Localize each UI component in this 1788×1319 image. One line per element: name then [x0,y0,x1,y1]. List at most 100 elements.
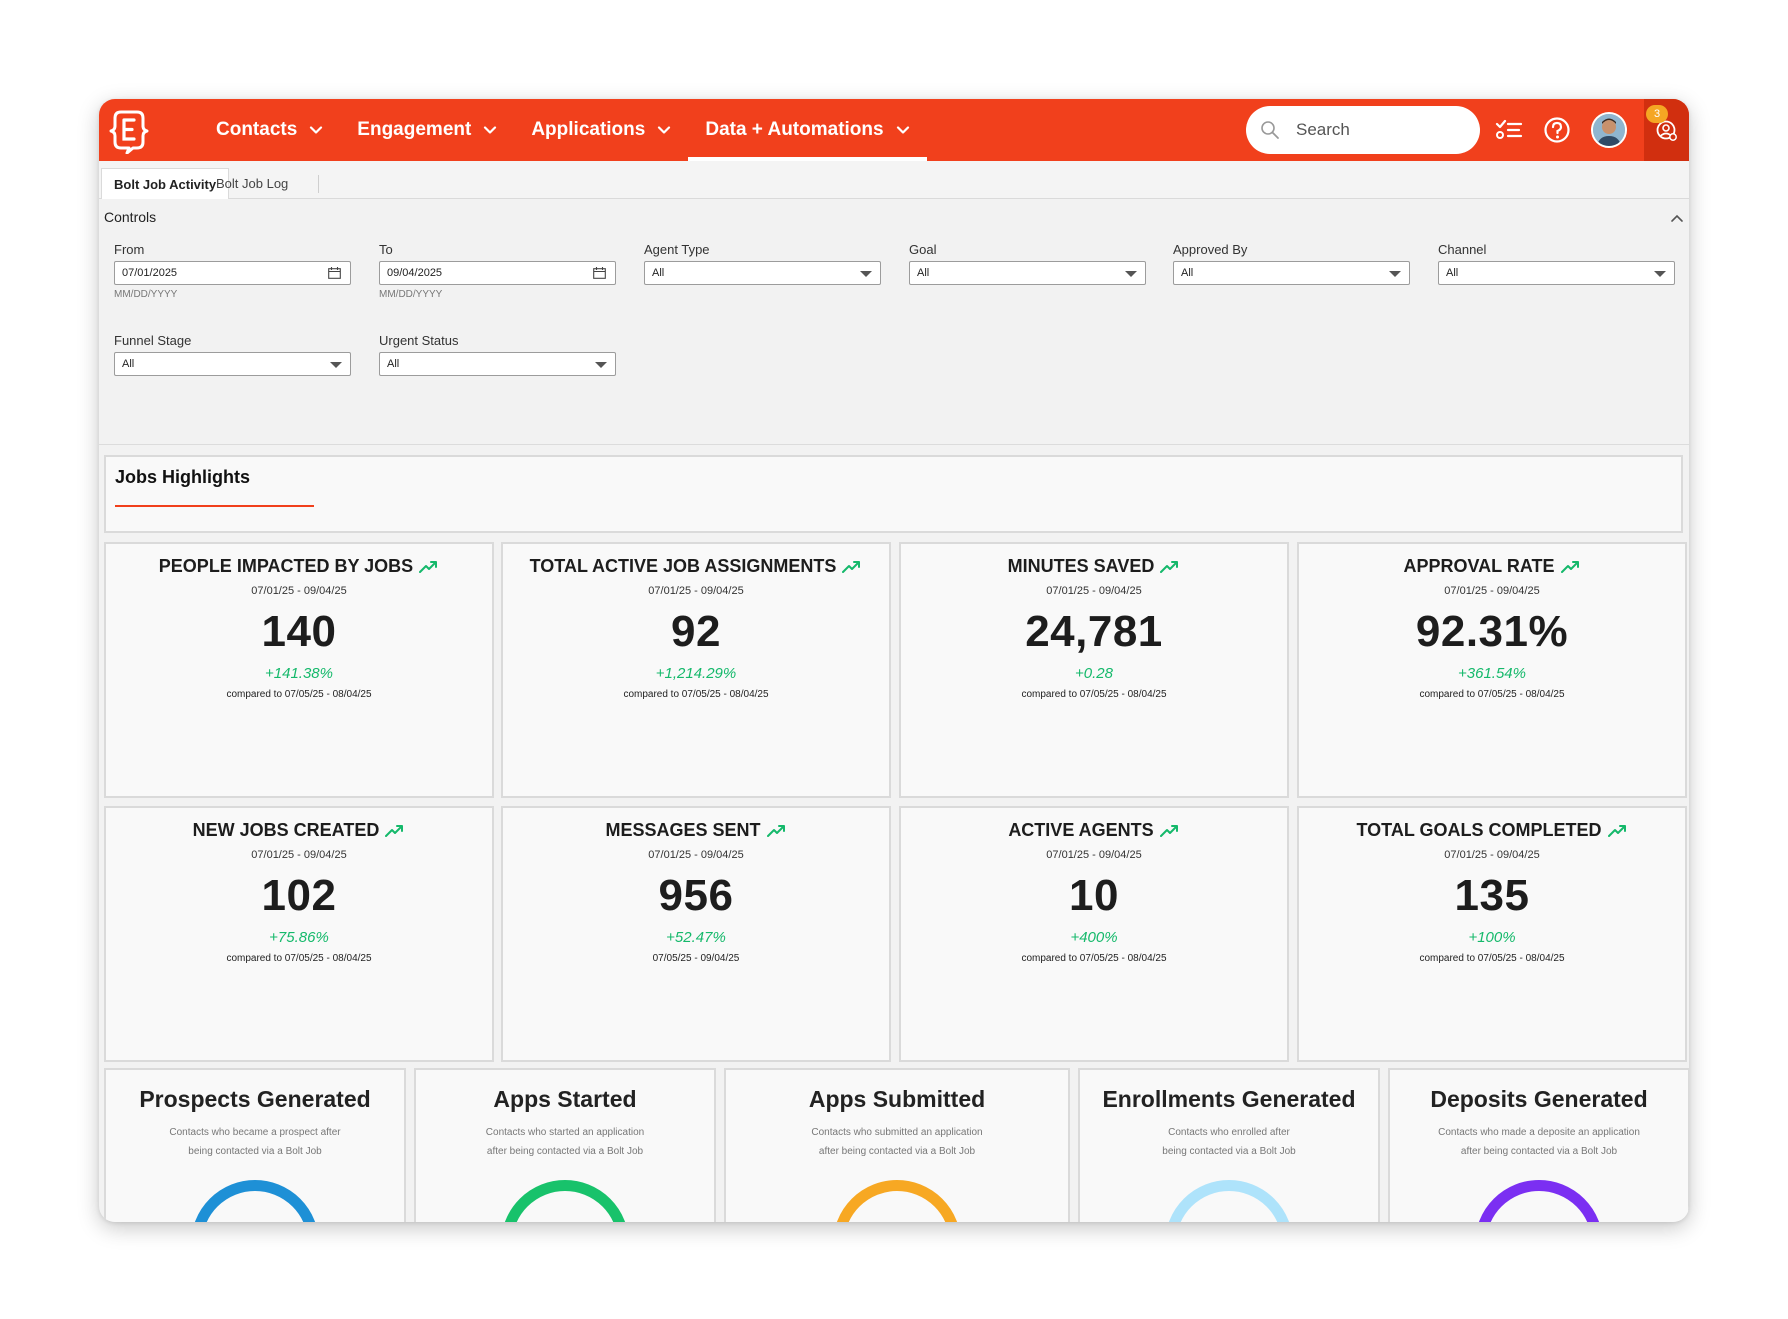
stat-date-range: 07/01/25 - 09/04/25 [1444,585,1540,597]
stat-value: 10 [1069,871,1119,920]
stat-change: +0.28 [1075,665,1113,682]
tab-bolt-job-log[interactable]: Bolt Job Log [216,176,289,191]
approved-by-select[interactable]: All [1173,261,1410,285]
stat-compare-period: compared to 07/05/25 - 08/04/25 [226,953,372,964]
stat-title: TOTAL GOALS COMPLETED [1356,820,1602,840]
funnel-desc-line: being contacted via a Bolt Job [188,1146,322,1157]
urgent-status-select[interactable]: All [379,352,616,376]
stat-change: +1,214.29% [655,665,737,682]
stat-date-range: 07/01/25 - 09/04/25 [648,849,744,861]
from-date-field: From 07/01/2025 MM/DD/YYYY [114,242,351,300]
channel-select[interactable]: All [1438,261,1675,285]
stat-change: +52.47% [666,929,726,946]
stat-card-active-agents: ACTIVE AGENTS 07/01/25 - 09/04/25 10 +40… [899,806,1289,1062]
stat-value: 92.31% [1415,607,1569,656]
nav-item-applications[interactable]: Applications [514,99,688,161]
nav-item-engagement[interactable]: Engagement [340,99,514,161]
to-date-input[interactable]: 09/04/2025 [379,261,616,285]
funnel-title: Prospects Generated [139,1086,371,1112]
chevron-down-icon [310,126,323,134]
funnel-description: Contacts who started an application after… [416,1123,714,1161]
app-window: Contacts Engagement Applications Data + … [99,99,1689,1222]
funnel-stage-field: Funnel Stage All [114,333,351,376]
trending-up-icon [842,560,861,573]
field-value: All [1446,267,1459,279]
funnel-desc-line: Contacts who submitted an application [811,1127,983,1138]
field-value: All [387,358,400,370]
search-icon [1261,121,1279,139]
funnel-description: Contacts who made a deposite an applicat… [1390,1123,1688,1161]
trending-up-icon [1560,560,1579,573]
funnel-title: Deposits Generated [1430,1086,1648,1112]
funnel-card-enrollments-generated: Enrollments Generated Contacts who enrol… [1078,1068,1380,1222]
user-avatar[interactable] [1591,112,1627,148]
field-label: Funnel Stage [114,333,192,348]
trending-up-icon [1607,824,1626,837]
agent-type-field: Agent Type All [644,242,881,285]
app-logo-icon[interactable] [109,108,149,155]
agent-type-select[interactable]: All [644,261,881,285]
funnel-stage-select[interactable]: All [114,352,351,376]
dropdown-caret-icon [1125,271,1137,277]
funnel-title: Apps Started [493,1086,637,1112]
stat-change: +141.38% [265,665,333,682]
stat-card-total-goals-completed: TOTAL GOALS COMPLETED 07/01/25 - 09/04/2… [1297,806,1687,1062]
from-date-input[interactable]: 07/01/2025 [114,261,351,285]
nav-item-contacts[interactable]: Contacts [199,99,340,161]
funnel-description: Contacts who submitted an application aft… [726,1123,1068,1161]
field-value: All [122,358,135,370]
field-value: 07/01/2025 [122,267,178,279]
calendar-icon[interactable] [593,267,606,279]
calendar-icon[interactable] [328,267,341,279]
goal-select[interactable]: All [909,261,1146,285]
trending-up-icon [766,824,785,837]
chevron-up-icon[interactable] [1669,210,1685,226]
stat-title: PEOPLE IMPACTED BY JOBS [158,556,414,576]
tasks-checklist-icon[interactable] [1493,114,1525,146]
stat-card-people-impacted: PEOPLE IMPACTED BY JOBS 07/01/25 - 09/04… [104,542,494,798]
date-format-hint: MM/DD/YYYY [114,289,178,300]
stat-date-range: 07/01/25 - 09/04/25 [251,585,347,597]
nav-item-label: Engagement [357,119,472,140]
funnel-title: Enrollments Generated [1102,1086,1356,1112]
help-icon[interactable] [1541,114,1573,146]
stat-date-range: 07/01/25 - 09/04/25 [1444,849,1540,861]
dropdown-caret-icon [595,362,607,368]
stat-value: 92 [671,607,721,656]
stat-change: +400% [1070,929,1118,946]
dropdown-caret-icon [860,271,872,277]
field-value: All [917,267,930,279]
to-date-field: To 09/04/2025 MM/DD/YYYY [379,242,616,300]
channel-field: Channel All [1438,242,1675,285]
field-label: Goal [909,242,937,257]
dropdown-caret-icon [330,362,342,368]
urgent-status-field: Urgent Status All [379,333,616,376]
field-value: 09/04/2025 [387,267,443,279]
stat-card-minutes-saved: MINUTES SAVED 07/01/25 - 09/04/25 24,781… [899,542,1289,798]
approved-by-field: Approved By All [1173,242,1410,285]
stat-value: 24,781 [1025,607,1163,656]
search-input[interactable] [1296,120,1456,140]
jobs-highlights-panel: Jobs Highlights [104,455,1683,533]
stat-card-new-jobs-created: NEW JOBS CREATED 07/01/25 - 09/04/25 102… [104,806,494,1062]
stat-date-range: 07/01/25 - 09/04/25 [1046,849,1142,861]
funnel-description: Contacts who enrolled after being contact… [1080,1123,1378,1161]
funnel-desc-line: after being contacted via a Bolt Job [818,1146,976,1157]
funnel-card-apps-started: Apps Started Contacts who started an app… [414,1068,716,1222]
funnel-title: Apps Submitted [808,1086,986,1112]
nav-item-label: Applications [531,119,646,140]
trending-up-icon [385,824,404,837]
stat-title: APPROVAL RATE [1403,556,1555,576]
funnel-desc-line: Contacts who became a prospect after [169,1127,341,1138]
nav-item-data-automations[interactable]: Data + Automations [688,99,927,161]
donut-chart-ring [191,1180,319,1222]
search-box[interactable] [1246,106,1480,154]
funnel-description: Contacts who became a prospect after bein… [106,1123,404,1161]
tab-bolt-job-activity[interactable]: Bolt Job Activity [101,168,230,199]
donut-chart-ring [1165,1180,1293,1222]
stat-card-approval-rate: APPROVAL RATE 07/01/25 - 09/04/25 92.31%… [1297,542,1687,798]
funnel-desc-line: after being contacted via a Bolt Job [1460,1146,1618,1157]
controls-header: Controls [104,209,157,225]
dropdown-caret-icon [1389,271,1401,277]
stat-change: +75.86% [269,929,329,946]
